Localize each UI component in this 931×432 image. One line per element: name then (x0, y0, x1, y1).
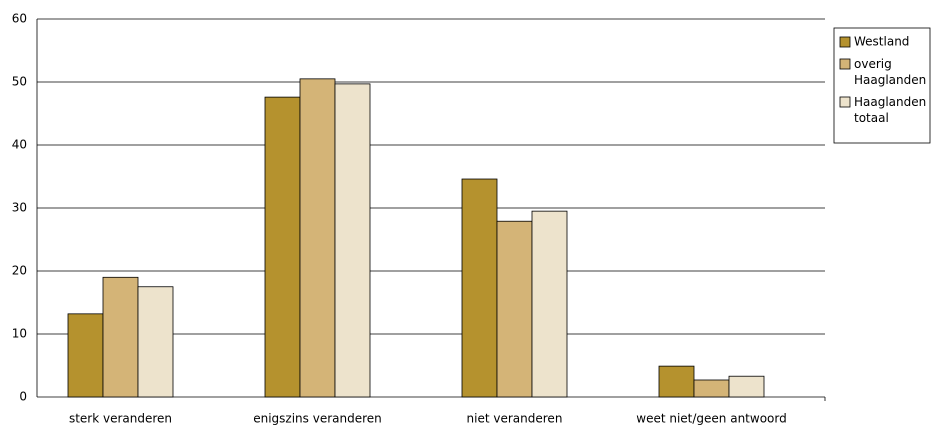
legend-swatch (839, 36, 851, 48)
bar (658, 365, 695, 398)
bar (299, 78, 336, 398)
x-tick-label: weet niet/geen antwoord (636, 412, 786, 426)
bar (728, 375, 765, 398)
bar (264, 96, 301, 398)
x-tick-label: enigszins veranderen (253, 412, 382, 426)
bar (693, 379, 730, 398)
x-tick-label: niet veranderen (467, 412, 563, 426)
bar (531, 210, 568, 398)
y-tick-label: 20 (12, 264, 27, 278)
y-tick-label: 30 (12, 201, 27, 215)
bar (67, 313, 104, 398)
bar (461, 178, 498, 398)
x-tick-label: sterk veranderen (69, 412, 172, 426)
legend-label: overig Haaglanden (854, 57, 926, 87)
bar (496, 220, 533, 398)
y-tick-label: 50 (12, 75, 27, 89)
bar (334, 83, 371, 398)
legend-label: Haaglanden totaal (854, 95, 926, 125)
y-tick-label: 40 (12, 138, 27, 152)
bar (102, 276, 139, 398)
y-tick-label: 0 (19, 390, 27, 404)
y-tick-label: 10 (12, 327, 27, 341)
bar (137, 286, 174, 398)
legend-swatch (839, 96, 851, 108)
legend-swatch (839, 58, 851, 70)
y-tick-label: 60 (12, 12, 27, 26)
legend-label: Westland (854, 35, 909, 49)
